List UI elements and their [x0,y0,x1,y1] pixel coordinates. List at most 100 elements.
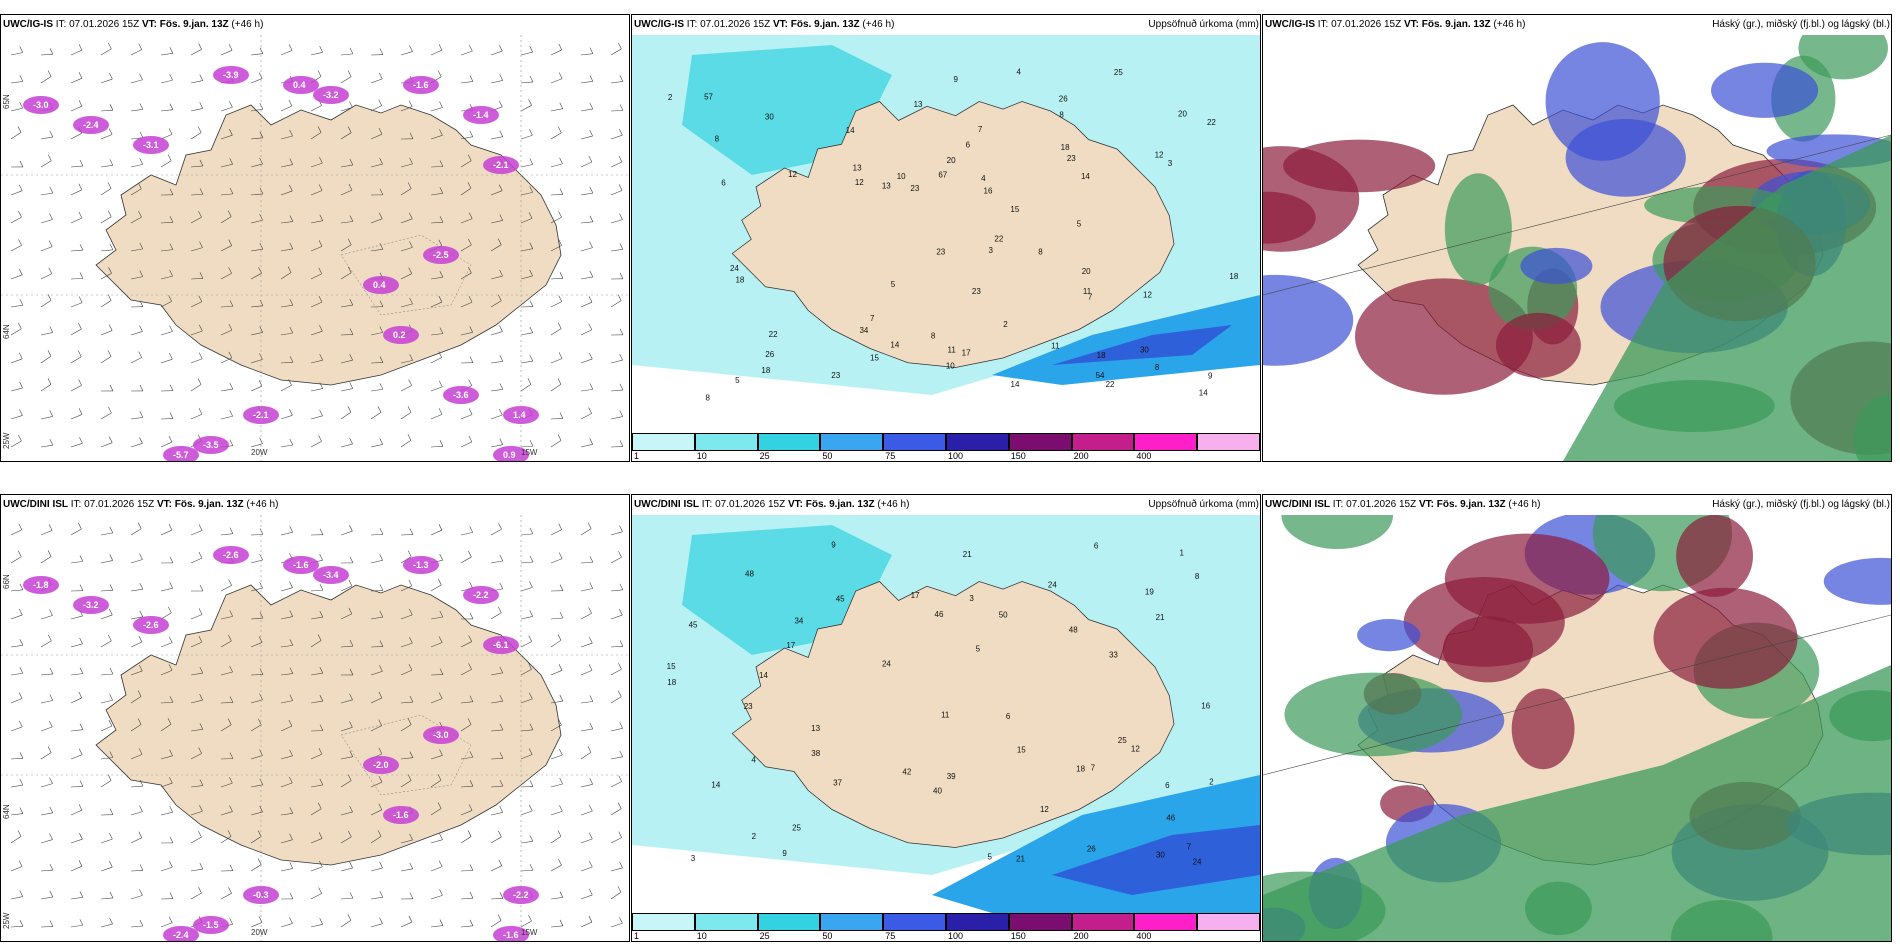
wind-barb-feather [379,891,384,898]
wind-barb-feather [78,99,83,107]
wind-barb-feather [109,832,113,840]
precip-value-label: 39 [947,772,956,781]
wind-barb-feather [109,526,114,534]
wind-barb-feather [349,721,353,728]
wind-barb-feather [108,42,112,49]
wind-barb-feather [439,187,444,194]
wind-value-label: -1.6 [293,560,309,570]
wind-barb-feather [349,668,354,676]
wind-barb [10,529,22,536]
wind-barb-feather [78,860,83,867]
wind-barb [10,274,23,280]
lat-label: 25W [2,912,11,929]
wind-barb-feather [48,267,53,274]
wind-barb-feather [79,891,84,898]
wind-barb [70,697,82,704]
wind-barb [340,811,353,816]
wind-barb-feather [319,694,324,702]
wind-barb [190,132,202,140]
wind-barb [100,640,112,648]
wind-barb-feather [49,863,54,871]
wind-barb [430,780,442,788]
wind-barb [460,701,473,704]
wind-barb-feather [138,43,143,50]
precip-value-label: 7 [870,314,875,323]
wind-barb [280,444,293,448]
wind-barb-feather [47,550,52,557]
wind-barb [370,133,383,140]
high-cloud-front [1263,665,1891,941]
wind-barb-feather [559,748,563,756]
precip-value-label: 7 [1187,842,1192,851]
wind-barb [340,189,353,196]
wind-barb-feather [228,351,233,359]
precip-legend: 1 10 25 50 75 100 150 200 400 [632,913,1260,941]
wind-barb [40,673,53,676]
wind-barb [160,755,173,760]
wind-barb [10,190,23,196]
wind-barb-feather [557,378,562,385]
wind-barb [190,194,203,196]
wind-barb-feather [439,101,443,108]
wind-barb [220,893,232,900]
wind-barb [580,562,593,564]
wind-barb [370,896,383,900]
wind-barb [490,275,503,280]
wind-barb-feather [497,914,502,921]
precip-blob [383,806,419,824]
wind-barb-feather [469,612,474,620]
legend-tick-label: 25 [759,451,770,461]
wind-barb [10,387,23,392]
wind-value-label: -1.8 [33,580,49,590]
wind-barb [40,839,53,844]
panel-top-precip: UWC/IG-IS IT: 07.01.2026 15Z VT: Fös. 9.… [631,14,1261,462]
wind-barb-feather [619,861,623,868]
wind-barb [280,361,293,364]
wind-barb [550,301,562,308]
wind-barb-feather [439,216,444,223]
wind-barb-feather [18,211,22,218]
wind-barb [190,278,203,280]
wind-barb [460,897,473,900]
wind-barb [520,134,533,140]
wind-barb-feather [588,296,593,303]
wind-barb [370,616,383,620]
wind-barb-feather [107,350,112,357]
wind-barb-feather [408,100,413,107]
wind-barb-feather [439,668,444,675]
wind-barb-feather [559,611,564,619]
legend-tick-label: 1 [634,451,640,461]
wind-barb [400,642,413,648]
legend-tick-label: 50 [822,931,833,941]
wind-barb [340,388,353,392]
wind-barb-feather [407,406,412,413]
precip-value-label: 8 [705,393,710,402]
wind-barb-feather [589,129,593,137]
wind-barb [370,78,383,84]
wind-barb-feather [468,550,472,558]
wind-barb-feather [229,752,234,759]
legend-swatch [1134,913,1198,931]
wind-barb-feather [199,693,203,701]
wind-barb-feather [499,695,504,702]
wind-barb [550,864,562,872]
wind-barb [310,808,322,816]
wind-barb-feather [619,328,624,335]
wind-barb-feather [528,915,532,922]
high-cloud-area [1284,672,1463,757]
wind-barb-feather [409,132,414,139]
wind-barb [520,669,532,676]
wind-barb-feather [528,748,533,755]
wind-barb-feather [49,48,54,55]
wind-barb-feather [349,693,353,700]
wind-barb-feather [499,779,504,787]
wind-barb [250,559,263,564]
wind-barb-feather [289,862,293,869]
wind-barb-feather [139,889,143,896]
wind-barb [190,330,203,336]
wind-barb [10,925,23,928]
wind-barb-feather [589,241,593,248]
wind-barb [310,893,322,900]
wind-barb-feather [229,610,233,617]
low-cloud-area [1357,619,1421,652]
